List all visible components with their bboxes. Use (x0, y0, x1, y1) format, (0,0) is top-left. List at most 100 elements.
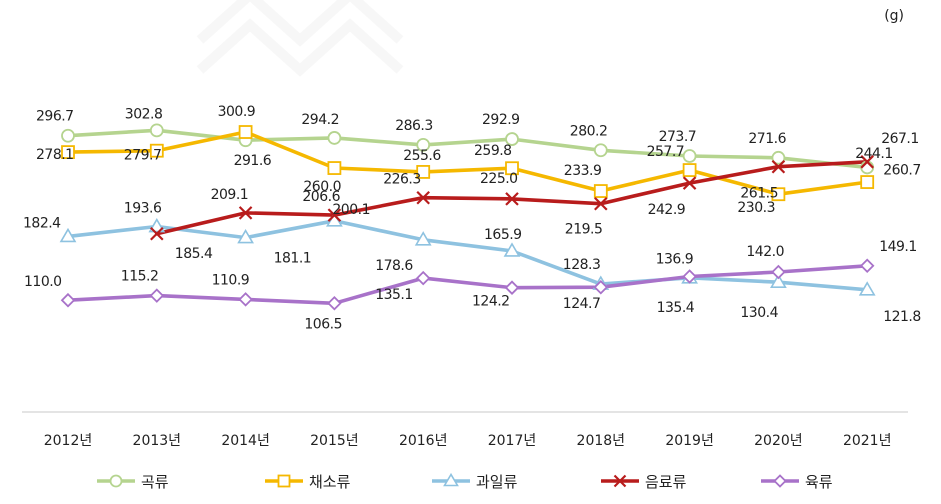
data-label: 149.1 (879, 239, 917, 255)
data-point (594, 196, 608, 211)
data-point (149, 143, 164, 158)
data-point (860, 155, 874, 169)
legend-marker (613, 474, 627, 488)
legend-item: 채소류 (265, 473, 351, 491)
x-axis-ticks: 2012년 2013년 2014년 2015년 2016년 2017년 2018년 2019년… (44, 433, 892, 449)
data-label: 273.7 (659, 129, 697, 145)
data-label: 128.3 (563, 257, 601, 273)
x-tick-label: 2021년 (843, 433, 892, 449)
x-tick-label: 2013년 (133, 433, 182, 449)
legend-item: 과일류 (432, 472, 518, 491)
data-point (593, 279, 609, 295)
data-point (859, 258, 875, 274)
data-label: 142.0 (746, 244, 784, 260)
data-label: 226.3 (383, 172, 421, 188)
data-point (771, 264, 786, 280)
legend-label: 음료류 (645, 473, 687, 491)
series-line (66, 219, 870, 292)
data-label: 124.2 (472, 294, 510, 310)
data-point (327, 296, 342, 311)
data-point (682, 163, 697, 177)
data-point (415, 270, 431, 286)
data-label: 165.9 (484, 227, 522, 243)
background-watermark (196, 0, 404, 77)
data-label: 296.7 (36, 109, 74, 125)
data-point (505, 161, 519, 176)
x-tick-label: 2020년 (754, 433, 803, 449)
data-label: 130.4 (740, 305, 778, 321)
data-label: 135.1 (375, 287, 413, 303)
x-tick-label: 2016년 (399, 433, 448, 449)
data-labels: 296.7 302.8 291.6 294.2 286.3 292.9 280.2 273.7… (23, 104, 921, 332)
data-label: 110.9 (212, 272, 250, 288)
data-point (60, 292, 76, 308)
legend: 곡류 채소류 과일류 음료류 육류 (97, 472, 833, 491)
legend-marker (443, 472, 459, 487)
data-label: 286.3 (395, 118, 433, 134)
x-tick-label: 2014년 (221, 433, 270, 449)
unit-label: (g) (884, 8, 904, 24)
data-point (327, 161, 342, 175)
legend-marker (109, 474, 123, 488)
data-label: 294.2 (301, 112, 339, 128)
data-label: 300.9 (218, 104, 256, 120)
legend-label: 곡류 (141, 473, 169, 491)
legend-label: 과일류 (476, 473, 518, 491)
data-label: 255.6 (403, 148, 441, 164)
series-lines (66, 128, 870, 306)
x-tick-label: 2017년 (488, 433, 537, 449)
data-label: 279.7 (124, 148, 162, 164)
x-tick-label: 2018년 (577, 433, 626, 449)
data-point (771, 187, 786, 202)
data-label: 115.2 (121, 269, 159, 285)
data-label: 291.6 (234, 153, 272, 169)
data-label: 182.4 (23, 215, 61, 231)
data-point (593, 143, 608, 158)
data-label: 136.9 (656, 252, 694, 268)
data-point (505, 132, 519, 146)
legend-marker (773, 474, 787, 488)
x-tick-label: 2012년 (44, 433, 93, 449)
data-point (503, 242, 521, 257)
series-markers (59, 123, 876, 311)
data-point (327, 131, 342, 145)
legend-label: 채소류 (309, 473, 351, 491)
data-point (771, 150, 786, 165)
data-label: 271.6 (748, 131, 786, 147)
series-line (66, 130, 870, 196)
data-label: 230.3 (737, 200, 775, 216)
data-label: 242.9 (648, 202, 686, 218)
legend-marker (277, 474, 291, 488)
data-label: 292.9 (482, 112, 520, 128)
data-point (148, 217, 166, 233)
data-point (238, 292, 253, 307)
data-point (771, 159, 786, 174)
data-label: 121.8 (883, 309, 921, 325)
data-label: 261.5 (740, 186, 778, 202)
series-line (66, 263, 870, 306)
data-label: 135.4 (657, 300, 695, 316)
data-label: 225.0 (480, 171, 518, 187)
data-point (505, 192, 519, 206)
data-label: 267.1 (881, 131, 919, 147)
data-point (150, 226, 164, 241)
data-label: 106.5 (304, 316, 342, 332)
series-line (66, 128, 870, 170)
data-label: 206.6 (302, 189, 340, 205)
data-point (858, 281, 876, 296)
data-label: 257.7 (647, 144, 685, 160)
data-point (61, 128, 75, 143)
data-point (682, 176, 697, 190)
data-label: 110.0 (24, 274, 62, 290)
data-point (59, 227, 77, 243)
data-point (682, 269, 697, 284)
data-point (237, 228, 254, 244)
data-point (770, 273, 787, 289)
data-label: 219.5 (565, 222, 603, 238)
data-point (416, 137, 431, 152)
data-label: 200.1 (332, 202, 370, 218)
data-label: 260.7 (883, 162, 921, 178)
x-tick-label: 2015년 (310, 433, 359, 449)
data-point (61, 145, 75, 160)
